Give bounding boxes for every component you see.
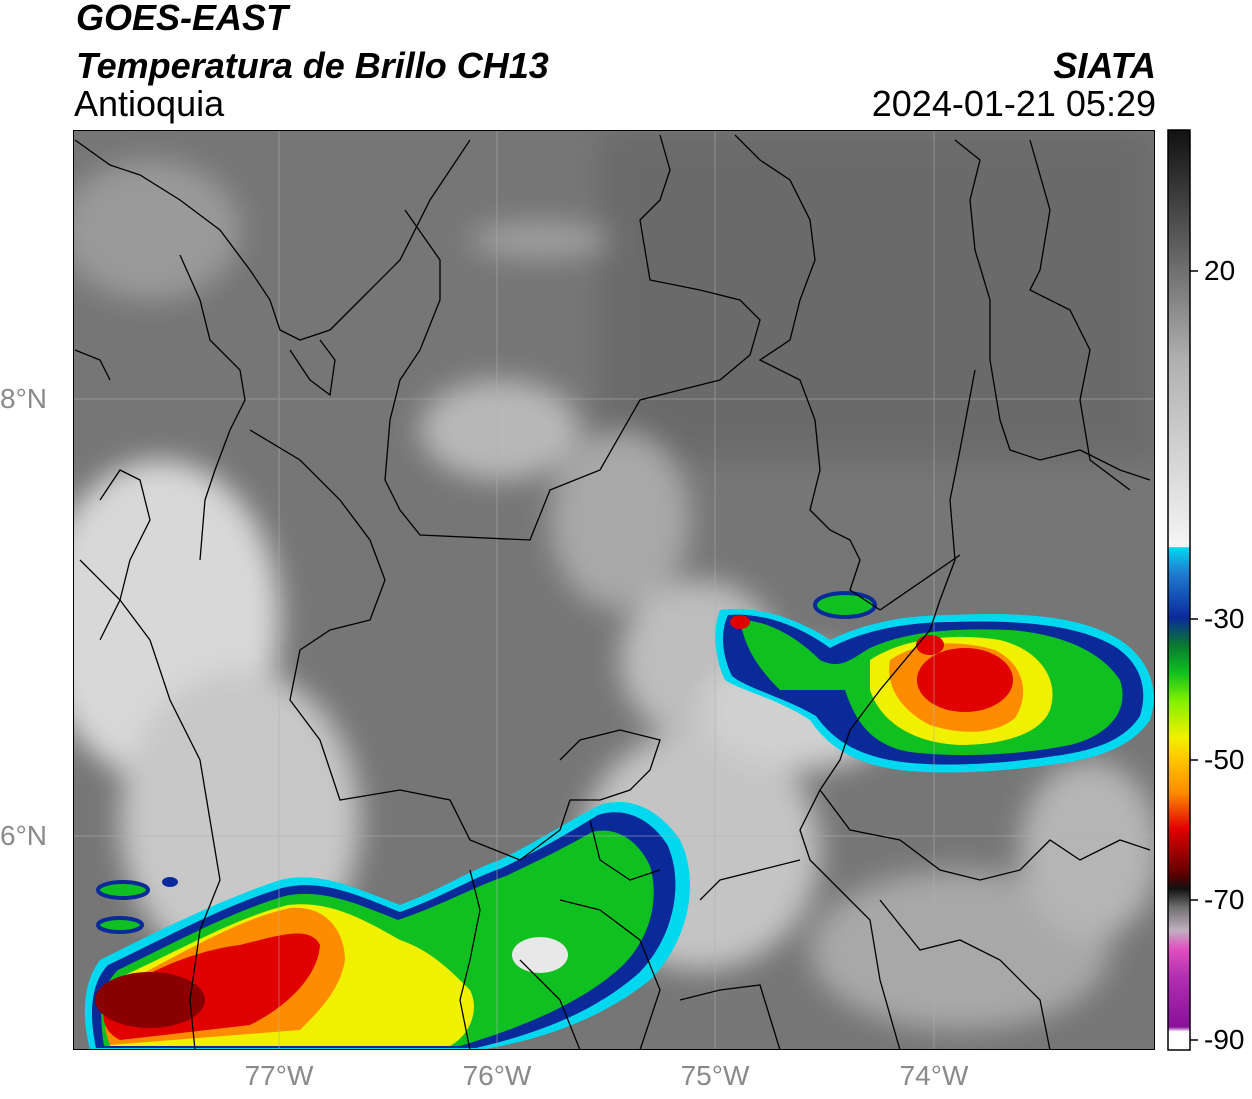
datetime-label: 2024-01-21 05:29 bbox=[871, 83, 1156, 124]
dark-region-northeast bbox=[600, 130, 1155, 460]
map-layers bbox=[73, 130, 1155, 1050]
light-cloud-patches bbox=[73, 160, 1155, 1030]
storm-east bbox=[715, 591, 1154, 773]
lon-label-74W: 74°W bbox=[899, 1060, 969, 1091]
region-subtitle: Antioquia bbox=[74, 83, 225, 124]
lat-label-8N: 8°N bbox=[0, 383, 47, 414]
colorbar-label-minus90: -90 bbox=[1204, 1024, 1245, 1055]
graticule bbox=[73, 130, 1155, 1050]
lon-label-76W: 76°W bbox=[462, 1060, 532, 1091]
lon-label-75W: 75°W bbox=[680, 1060, 750, 1091]
agency-label: SIATA bbox=[1053, 45, 1156, 86]
colorbar bbox=[1167, 129, 1191, 1051]
colorbar-ticks bbox=[1190, 270, 1198, 1041]
lon-label-77W: 77°W bbox=[244, 1060, 314, 1091]
lat-label-6N: 6°N bbox=[0, 820, 47, 851]
colorbar-label-minus70: -70 bbox=[1204, 884, 1245, 915]
boundaries bbox=[74, 134, 1151, 1050]
coastline-uraba bbox=[74, 139, 471, 341]
satellite-title: GOES-EAST bbox=[76, 0, 289, 38]
colorbar-label-minus50: -50 bbox=[1204, 744, 1245, 775]
product-title: Temperatura de Brillo CH13 bbox=[76, 45, 549, 86]
colorbar-label-minus30: -30 bbox=[1204, 603, 1245, 634]
storm-southwest bbox=[84, 801, 690, 1050]
colorbar-label-20: 20 bbox=[1204, 255, 1236, 286]
